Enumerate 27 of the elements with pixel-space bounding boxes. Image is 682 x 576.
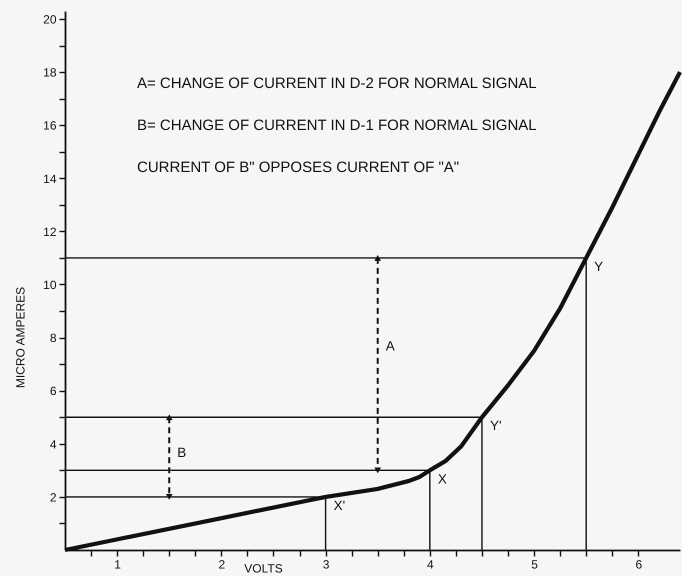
annotation: CURRENT OF B" OPPOSES CURRENT OF "A" — [137, 159, 460, 176]
y-tick-label: 2 — [50, 490, 57, 504]
y-axis-title: MICRO AMPERES — [14, 286, 28, 388]
y-tick-label: 12 — [43, 224, 57, 239]
annotation: Y' — [490, 418, 502, 434]
y-tick-label: 8 — [50, 331, 57, 346]
y-tick-label: 16 — [43, 118, 57, 133]
x-tick-label: 3 — [322, 558, 330, 572]
y-tick-label: 20 — [43, 12, 57, 26]
annotation: A= CHANGE OF CURRENT IN D-2 FOR NORMAL SIGNAL — [137, 75, 537, 92]
y-tick-label: 4 — [50, 437, 57, 452]
x-tick-label: 6 — [635, 558, 642, 572]
x-axis-title: VOLTS — [244, 562, 283, 576]
y-tick-label: 6 — [50, 384, 57, 398]
y-tick-label: 18 — [43, 66, 57, 80]
annotation: B — [177, 444, 186, 460]
annotation: B= CHANGE OF CURRENT IN D-1 FOR NORMAL SIGNAL — [137, 117, 537, 134]
annotation: X' — [334, 498, 346, 513]
y-tick-label: 14 — [43, 172, 57, 186]
x-tick-label: 1 — [114, 558, 122, 572]
x-tick-label: 4 — [426, 558, 434, 572]
annotation: X — [438, 471, 447, 486]
y-tick-label: 10 — [43, 278, 57, 292]
x-tick-label: 5 — [531, 558, 538, 572]
annotation: A — [386, 338, 395, 354]
x-tick-label: 2 — [218, 558, 226, 572]
annotation: Y — [594, 258, 604, 274]
